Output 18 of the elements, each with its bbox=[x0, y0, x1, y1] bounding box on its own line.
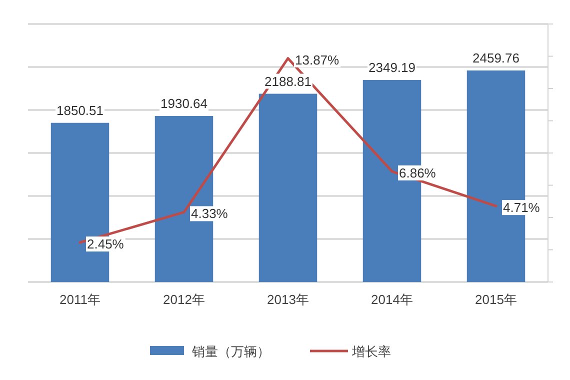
data-label: 4.33% bbox=[191, 206, 228, 222]
data-label: 1930.64 bbox=[160, 96, 208, 111]
data-label: 2.45% bbox=[87, 236, 124, 252]
data-label: 13.87% bbox=[295, 52, 340, 68]
x-tick-label: 2015年 bbox=[475, 292, 517, 307]
bar bbox=[258, 94, 318, 282]
data-label: 2459.76 bbox=[472, 50, 520, 66]
data-label: 1850.51 bbox=[56, 102, 104, 118]
x-tick-label: 2013年 bbox=[267, 292, 309, 307]
data-label: 2188.81 bbox=[264, 74, 312, 89]
x-tick-label: 2011年 bbox=[60, 292, 100, 307]
legend-label: 增长率 bbox=[351, 344, 391, 359]
data-label: 6.86% bbox=[399, 165, 436, 180]
data-label: 2349.19 bbox=[368, 60, 416, 75]
x-tick-label: 2012年 bbox=[163, 292, 205, 307]
data-label: 4.71% bbox=[503, 200, 540, 216]
legend-label: 销量（万辆） bbox=[191, 344, 270, 359]
x-tick-label: 2014年 bbox=[371, 292, 413, 307]
